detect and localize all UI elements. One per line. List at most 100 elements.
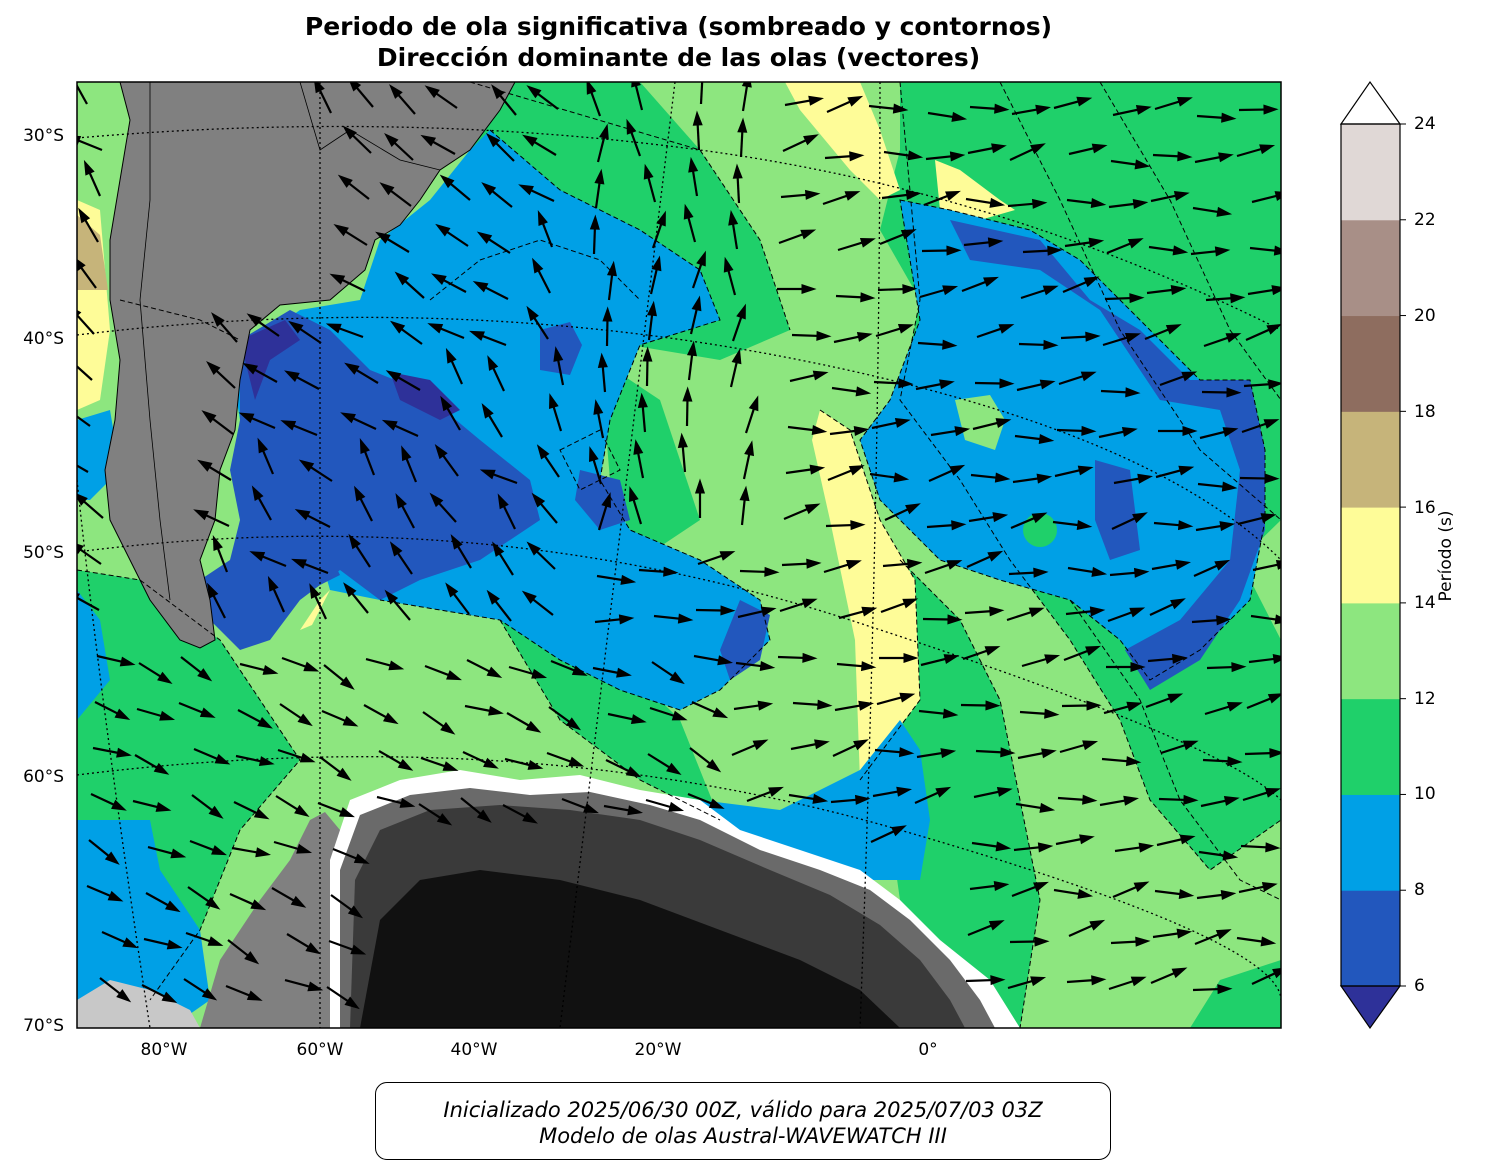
- band-8-10-east-basin: [860, 200, 1265, 680]
- direction-vector-head: [1274, 614, 1281, 625]
- direction-vector-head: [739, 485, 750, 502]
- direction-vector-head: [305, 942, 321, 955]
- direction-vector-head: [342, 715, 359, 727]
- direction-vector-head: [1259, 144, 1276, 155]
- colorbar-band-14-16: [1341, 507, 1400, 604]
- direction-vector-head: [347, 905, 364, 919]
- direction-vector-head: [682, 386, 693, 402]
- direction-vector-head: [1183, 794, 1199, 805]
- direction-vector-head: [1031, 512, 1048, 524]
- direction-vector-head: [78, 207, 91, 224]
- direction-vector-head: [669, 671, 685, 685]
- direction-vector-head: [853, 426, 870, 437]
- direction-vector-head: [399, 798, 416, 808]
- direction-vector-head: [536, 444, 550, 460]
- direction-vector-head: [736, 303, 746, 320]
- direction-vector-head: [1077, 888, 1094, 899]
- footer-box: Inicializado 2025/06/30 00Z, válido para…: [375, 1082, 1111, 1160]
- direction-vector-head: [481, 403, 494, 419]
- lon-label-40w: 40°W: [450, 1040, 498, 1060]
- direction-vector-head: [166, 939, 183, 950]
- direction-vector-head: [492, 541, 505, 557]
- direction-vector-head: [1127, 238, 1144, 249]
- direction-vector-head: [385, 370, 402, 383]
- direction-vector-head: [1088, 237, 1105, 248]
- direction-vector-head: [668, 801, 685, 812]
- direction-vector-head: [1273, 245, 1281, 256]
- direction-vector-head: [1047, 245, 1063, 256]
- direction-vector-head: [748, 395, 759, 412]
- direction-vector-head: [677, 613, 694, 624]
- direction-vector-head: [439, 174, 455, 189]
- direction-vector-head: [381, 419, 398, 431]
- direction-vector-head: [340, 412, 356, 424]
- direction-vector-head: [663, 566, 679, 577]
- direction-vector-head: [987, 237, 1004, 248]
- direction-vector-head: [521, 590, 537, 604]
- direction-vector-head: [1130, 976, 1147, 987]
- direction-vector-head: [849, 151, 865, 162]
- direction-vector-head: [1226, 702, 1243, 712]
- direction-vector-head: [800, 229, 817, 240]
- direction-vector-head: [1033, 881, 1049, 892]
- direction-vector-head: [77, 359, 78, 361]
- direction-vector-head: [246, 990, 263, 1001]
- direction-vector-head: [586, 82, 597, 95]
- direction-vector-head: [1042, 285, 1059, 296]
- direction-vector-head: [487, 355, 499, 371]
- direction-vector-head: [1077, 465, 1094, 476]
- band-14-16-north: [785, 82, 900, 200]
- direction-vector-head: [518, 184, 534, 196]
- direction-vector-head: [344, 996, 360, 1010]
- direction-vector-head: [486, 589, 500, 605]
- direction-vector-head: [1267, 693, 1281, 704]
- map-area: [59, 82, 1281, 1028]
- direction-vector-head: [1268, 379, 1281, 390]
- direction-vector-head: [850, 520, 866, 531]
- direction-vector-head: [984, 646, 1001, 656]
- direction-vector-head: [999, 378, 1015, 389]
- direction-vector-head: [1177, 151, 1193, 162]
- direction-vector-head: [251, 485, 264, 502]
- direction-vector-head: [1028, 607, 1045, 618]
- direction-vector-head: [486, 133, 501, 148]
- direction-vector-head: [1171, 967, 1188, 979]
- direction-vector-head: [59, 404, 72, 415]
- direction-vector: [699, 82, 704, 105]
- direction-vector-head: [201, 988, 218, 1001]
- direction-vector-head: [583, 803, 599, 814]
- direction-vector-head: [995, 841, 1012, 852]
- direction-vector-head: [935, 786, 952, 798]
- direction-vector-head: [626, 118, 637, 135]
- lon-label-0: 0°: [918, 1040, 938, 1060]
- lat-label-30s: 30°S: [23, 126, 64, 146]
- direction-vector-head: [801, 283, 817, 295]
- country-borders: [139, 82, 441, 601]
- direction-vector-head: [1085, 331, 1101, 342]
- band-below-6-patagonia: [240, 320, 300, 400]
- direction-vector-head: [119, 656, 136, 667]
- direction-vector-head: [1036, 473, 1053, 484]
- direction-vector-head: [601, 492, 611, 509]
- direction-vector-head: [1217, 984, 1233, 995]
- direction-vector-head: [1133, 567, 1150, 578]
- direction-vector-head: [943, 654, 960, 664]
- direction-vector-head: [382, 712, 399, 725]
- direction-vector-head: [942, 339, 958, 350]
- direction-vector-head: [1135, 104, 1152, 115]
- direction-vector-head: [602, 306, 613, 322]
- direction-vector-head: [817, 699, 833, 710]
- direction-vector-head: [945, 190, 961, 201]
- direction-vector-head: [294, 804, 310, 817]
- colorbar-top-extension: [1339, 80, 1402, 125]
- direction-vector-head: [1214, 246, 1231, 257]
- direction-vector-head: [939, 379, 955, 390]
- direction-vector-head: [193, 509, 209, 521]
- direction-vector-head: [1030, 976, 1047, 987]
- colorbar-tick-22: 22: [1414, 210, 1436, 230]
- direction-vector-head: [303, 661, 320, 672]
- direction-vector-head: [1215, 929, 1232, 940]
- direction-vector-head: [1130, 661, 1146, 673]
- direction-vector-head: [111, 799, 127, 811]
- direction-vector-head: [1133, 881, 1150, 893]
